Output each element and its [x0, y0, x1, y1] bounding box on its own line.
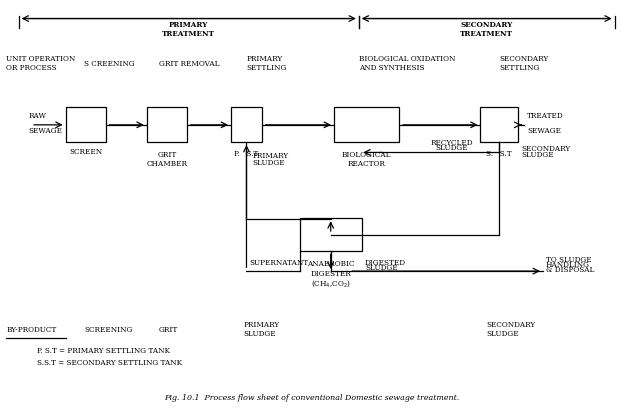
Text: RAW: RAW: [28, 112, 46, 120]
Text: SLUDGE: SLUDGE: [365, 264, 397, 272]
Bar: [334, 107, 399, 142]
Text: PRIMARY
SLUDGE: PRIMARY SLUDGE: [243, 321, 280, 338]
Text: Fig. 10.1  Process flow sheet of conventional Domestic sewage treatment.: Fig. 10.1 Process flow sheet of conventi…: [164, 394, 460, 402]
Text: S.S.T = SECONDARY SETTLING TANK: S.S.T = SECONDARY SETTLING TANK: [37, 359, 183, 368]
Text: GRIT: GRIT: [159, 325, 178, 334]
Text: PRIMARY
SETTLING: PRIMARY SETTLING: [246, 55, 287, 73]
Text: & DISPOSAL: & DISPOSAL: [546, 266, 595, 274]
Text: S CREENING: S CREENING: [84, 60, 135, 68]
Text: BIOLOGICAL OXIDATION
AND SYNTHESIS: BIOLOGICAL OXIDATION AND SYNTHESIS: [359, 55, 455, 73]
Text: S.   S.T: S. S.T: [486, 150, 512, 157]
Text: SUPERNATANT: SUPERNATANT: [250, 259, 309, 267]
Text: SEWAGE: SEWAGE: [28, 127, 62, 135]
Text: SLUDGE: SLUDGE: [521, 151, 553, 159]
Text: SECONDARY: SECONDARY: [521, 145, 570, 153]
Text: SLUDGE: SLUDGE: [436, 144, 468, 152]
Text: GRIT
CHAMBER: GRIT CHAMBER: [147, 151, 187, 169]
Text: ANAEROBIC
DIGESTER: ANAEROBIC DIGESTER: [307, 260, 354, 278]
Text: SCREEN: SCREEN: [69, 148, 102, 156]
Bar: [231, 107, 262, 142]
Text: TREATMENT: TREATMENT: [162, 30, 215, 38]
Text: BIOLOGICAL
REACTOR: BIOLOGICAL REACTOR: [342, 151, 391, 169]
Text: TREATMENT: TREATMENT: [461, 30, 513, 38]
Text: SEWAGE: SEWAGE: [527, 127, 561, 135]
Bar: [300, 218, 362, 251]
Text: P. S.T = PRIMARY SETTLING TANK: P. S.T = PRIMARY SETTLING TANK: [37, 347, 170, 355]
Text: DIGESTED: DIGESTED: [365, 259, 406, 267]
Text: SLUDGE: SLUDGE: [253, 159, 285, 166]
Text: PRIMARY: PRIMARY: [253, 152, 289, 160]
Text: GRIT REMOVAL: GRIT REMOVAL: [159, 60, 220, 68]
Text: P.   S.T: P. S.T: [235, 150, 258, 157]
Text: HANDLING: HANDLING: [546, 261, 590, 269]
Text: SECONDARY: SECONDARY: [461, 21, 513, 28]
Text: SECONDARY
SLUDGE: SECONDARY SLUDGE: [487, 321, 536, 338]
Bar: [480, 107, 518, 142]
Text: SCREENING: SCREENING: [84, 325, 133, 334]
Bar: [66, 107, 106, 142]
Bar: [147, 107, 187, 142]
Text: BY-PRODUCT: BY-PRODUCT: [6, 325, 57, 334]
Text: (CH$_4$,CO$_2$): (CH$_4$,CO$_2$): [311, 279, 351, 289]
Text: UNIT OPERATION
OR PROCESS: UNIT OPERATION OR PROCESS: [6, 55, 76, 73]
Text: PRIMARY: PRIMARY: [169, 21, 208, 28]
Text: RECYCLED: RECYCLED: [431, 140, 473, 147]
Text: TO SLUDGE: TO SLUDGE: [546, 256, 592, 264]
Text: SECONDARY
SETTLING: SECONDARY SETTLING: [499, 55, 548, 73]
Text: TREATED: TREATED: [527, 112, 564, 120]
